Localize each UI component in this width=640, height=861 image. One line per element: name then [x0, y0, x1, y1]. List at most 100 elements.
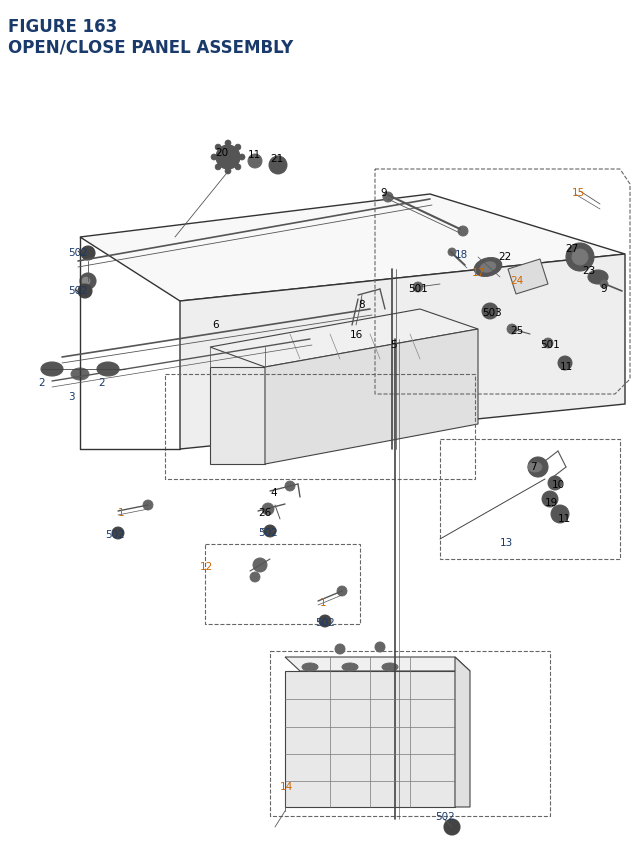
Ellipse shape — [71, 369, 89, 381]
Text: 5: 5 — [390, 339, 397, 350]
Text: 502: 502 — [258, 528, 278, 537]
Circle shape — [215, 164, 221, 170]
Text: 18: 18 — [455, 250, 468, 260]
Text: 1: 1 — [118, 507, 125, 517]
Circle shape — [248, 155, 262, 169]
Circle shape — [80, 274, 96, 289]
Text: 15: 15 — [572, 188, 585, 198]
Circle shape — [78, 285, 92, 299]
Text: 14: 14 — [280, 781, 293, 791]
Ellipse shape — [302, 663, 318, 672]
Text: 6: 6 — [212, 319, 219, 330]
Circle shape — [600, 281, 608, 288]
Circle shape — [413, 282, 423, 293]
Text: 502: 502 — [68, 248, 88, 257]
Text: 8: 8 — [358, 300, 365, 310]
Circle shape — [269, 157, 287, 175]
Text: 22: 22 — [498, 251, 511, 262]
Polygon shape — [210, 310, 478, 368]
Circle shape — [239, 155, 245, 161]
Circle shape — [262, 504, 274, 516]
Text: 17: 17 — [472, 268, 485, 278]
Circle shape — [225, 169, 231, 175]
Circle shape — [542, 492, 558, 507]
Text: 4: 4 — [270, 487, 276, 498]
Text: 501: 501 — [540, 339, 560, 350]
Ellipse shape — [41, 362, 63, 376]
Circle shape — [383, 193, 393, 202]
Ellipse shape — [342, 663, 358, 672]
Text: 503: 503 — [482, 307, 502, 318]
Text: 23: 23 — [582, 266, 595, 276]
Circle shape — [225, 141, 231, 147]
Text: 19: 19 — [545, 498, 558, 507]
Circle shape — [543, 338, 553, 349]
Ellipse shape — [474, 258, 502, 277]
Circle shape — [335, 644, 345, 654]
Text: 12: 12 — [200, 561, 213, 572]
Circle shape — [566, 244, 594, 272]
Circle shape — [572, 250, 588, 266]
Text: 20: 20 — [215, 148, 228, 158]
Circle shape — [482, 304, 498, 319]
Text: 502: 502 — [435, 811, 455, 821]
Circle shape — [235, 145, 241, 151]
Text: 21: 21 — [270, 154, 284, 164]
Circle shape — [82, 278, 90, 286]
Text: 9: 9 — [600, 283, 607, 294]
Circle shape — [551, 505, 569, 523]
Circle shape — [528, 457, 548, 478]
Circle shape — [143, 500, 153, 511]
Circle shape — [250, 573, 260, 582]
Circle shape — [81, 247, 95, 261]
Circle shape — [253, 558, 267, 573]
Text: 9: 9 — [380, 188, 387, 198]
Circle shape — [337, 586, 347, 597]
Circle shape — [319, 616, 331, 628]
Circle shape — [211, 155, 217, 161]
Circle shape — [548, 476, 562, 491]
Ellipse shape — [528, 462, 542, 473]
Text: 502: 502 — [315, 617, 335, 628]
Text: 11: 11 — [560, 362, 573, 372]
Text: OPEN/CLOSE PANEL ASSEMBLY: OPEN/CLOSE PANEL ASSEMBLY — [8, 38, 293, 56]
Circle shape — [444, 819, 460, 835]
Text: 2: 2 — [98, 378, 104, 387]
Text: 26: 26 — [258, 507, 271, 517]
Text: 501: 501 — [408, 283, 428, 294]
Text: 1: 1 — [320, 598, 326, 607]
Circle shape — [558, 356, 572, 370]
Text: 3: 3 — [68, 392, 75, 401]
Polygon shape — [285, 672, 455, 807]
Circle shape — [264, 525, 276, 537]
Text: FIGURE 163: FIGURE 163 — [8, 18, 117, 36]
Circle shape — [448, 249, 456, 257]
Circle shape — [458, 226, 468, 237]
Text: 24: 24 — [510, 276, 524, 286]
Polygon shape — [180, 255, 625, 449]
Circle shape — [215, 145, 221, 151]
Polygon shape — [80, 195, 625, 301]
Text: 25: 25 — [510, 325, 524, 336]
Circle shape — [216, 146, 240, 170]
Ellipse shape — [97, 362, 119, 376]
Text: 11: 11 — [248, 150, 261, 160]
Circle shape — [375, 642, 385, 653]
Text: 502: 502 — [105, 530, 125, 539]
Text: 16: 16 — [350, 330, 364, 339]
Polygon shape — [508, 260, 548, 294]
Polygon shape — [455, 657, 470, 807]
Text: 13: 13 — [500, 537, 513, 548]
Circle shape — [285, 481, 295, 492]
Ellipse shape — [588, 270, 608, 285]
Polygon shape — [210, 368, 265, 464]
Text: 10: 10 — [552, 480, 565, 489]
Ellipse shape — [480, 263, 496, 273]
Circle shape — [507, 325, 517, 335]
Circle shape — [112, 528, 124, 539]
Text: 2: 2 — [38, 378, 45, 387]
Circle shape — [235, 164, 241, 170]
Ellipse shape — [382, 663, 398, 672]
Text: 7: 7 — [530, 461, 536, 472]
Text: 502: 502 — [68, 286, 88, 295]
